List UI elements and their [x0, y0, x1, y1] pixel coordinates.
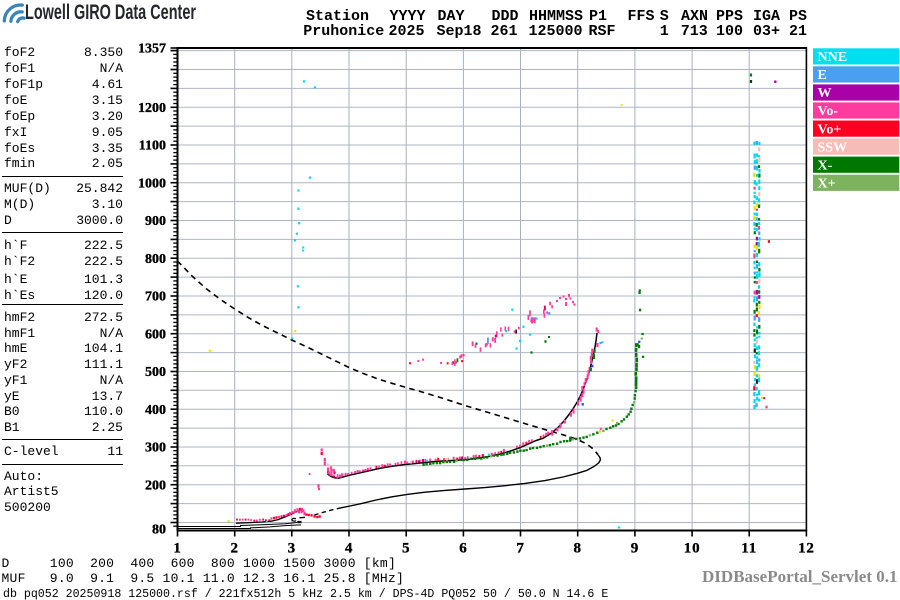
svg-text:2: 2: [231, 541, 239, 557]
svg-text:SSW: SSW: [818, 140, 848, 155]
svg-text:E: E: [818, 68, 827, 83]
svg-text:Vo-: Vo-: [818, 104, 839, 119]
svg-text:6: 6: [459, 541, 467, 557]
svg-text:1200: 1200: [138, 101, 166, 116]
svg-text:80: 80: [152, 523, 166, 538]
svg-text:300: 300: [145, 441, 166, 456]
svg-text:10: 10: [684, 541, 701, 557]
svg-text:4: 4: [345, 541, 353, 557]
svg-text:1: 1: [173, 541, 181, 557]
svg-text:600: 600: [145, 327, 166, 342]
svg-text:7: 7: [516, 541, 524, 557]
svg-text:3: 3: [288, 541, 296, 557]
svg-text:5: 5: [402, 541, 410, 557]
svg-text:X-: X-: [818, 158, 833, 173]
svg-text:11: 11: [741, 541, 757, 557]
svg-text:X+: X+: [818, 177, 836, 192]
svg-text:1100: 1100: [139, 139, 166, 154]
svg-text:9: 9: [631, 541, 639, 557]
svg-text:W: W: [818, 86, 832, 101]
svg-text:700: 700: [145, 290, 166, 305]
svg-text:200: 200: [145, 478, 166, 493]
svg-text:Vo+: Vo+: [818, 122, 842, 137]
svg-text:NNE: NNE: [818, 50, 848, 65]
svg-text:500: 500: [145, 365, 166, 380]
svg-text:1000: 1000: [138, 176, 166, 191]
svg-text:900: 900: [145, 214, 166, 229]
svg-text:8: 8: [574, 541, 582, 557]
svg-text:1357: 1357: [138, 42, 166, 57]
svg-text:400: 400: [145, 403, 166, 418]
svg-text:800: 800: [145, 252, 166, 267]
svg-text:DIDBasePortal_Servlet 0.1: DIDBasePortal_Servlet 0.1: [702, 567, 897, 586]
svg-text:12: 12: [798, 541, 815, 557]
